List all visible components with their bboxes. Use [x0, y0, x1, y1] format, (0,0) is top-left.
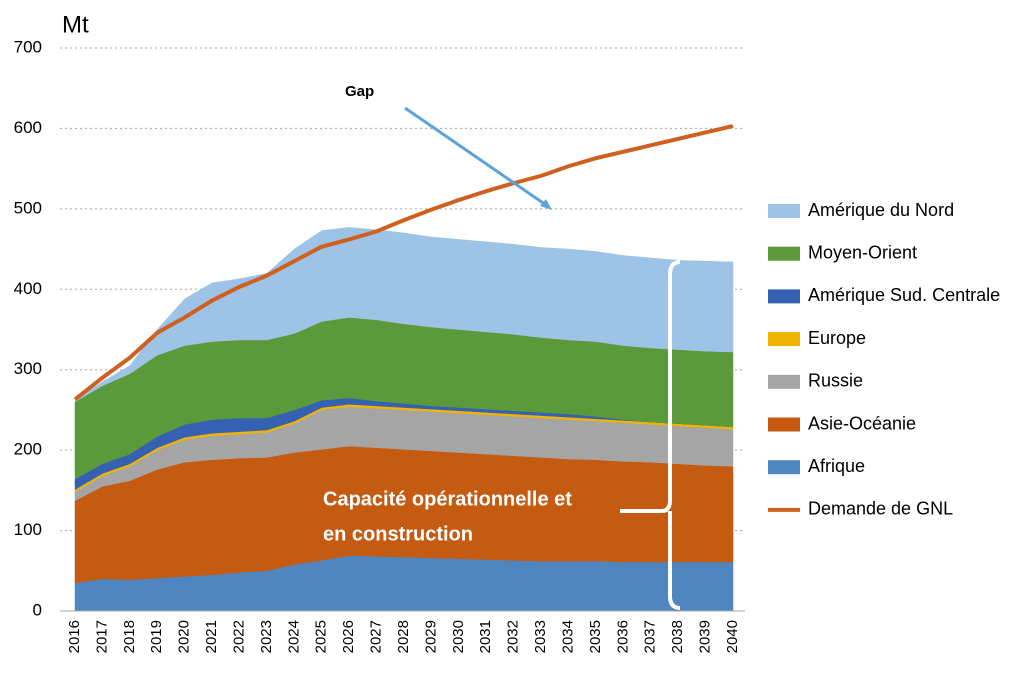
legend-swatch	[768, 374, 800, 389]
y-axis-label: Mt	[62, 11, 89, 38]
legend-label: Demande de GNL	[808, 499, 953, 519]
arrow	[404, 106, 547, 207]
y-tick-label: 600	[14, 118, 42, 137]
x-tick-label: 2036	[614, 620, 631, 653]
annotation: Capacité opérationnelle et	[323, 488, 572, 510]
x-tick-label: 2040	[724, 620, 741, 653]
legend-swatch	[768, 204, 800, 218]
y-tick-label: 100	[14, 520, 42, 539]
x-tick-label: 2031	[477, 620, 494, 653]
y-tick-label: 400	[14, 279, 42, 298]
x-tick-label: 2027	[368, 620, 385, 653]
x-tick-label: 2029	[422, 620, 439, 653]
x-tick-label: 2035	[587, 620, 604, 653]
legend: Amérique du Nord Moyen-Orient Amérique Sud…	[768, 200, 1000, 519]
legend-label: Amérique du Nord	[808, 200, 954, 220]
legend-label: Europe	[808, 328, 866, 348]
x-tick-label: 2017	[93, 620, 110, 653]
y-tick-label: 0	[33, 600, 42, 619]
brace	[620, 260, 681, 610]
annotation: Gap	[345, 83, 374, 100]
x-tick-label: 2018	[121, 620, 138, 653]
legend-label: Moyen-Orient	[808, 242, 917, 262]
y-tick-label: 200	[14, 440, 42, 459]
legend-swatch	[768, 460, 800, 475]
y-tick-label: 500	[14, 198, 42, 217]
x-tick-label: 2019	[148, 620, 165, 653]
x-tick-label: 2039	[697, 620, 714, 653]
legend-swatch	[768, 332, 800, 347]
legend-swatch	[768, 246, 800, 261]
x-tick-label: 2032	[505, 620, 522, 653]
line	[73, 124, 734, 402]
legend-label: Amérique Sud. Centrale	[808, 285, 1000, 305]
arrow-head	[540, 199, 552, 210]
x-tick-label: 2023	[258, 620, 275, 653]
legend-swatch	[768, 417, 800, 432]
legend-label: Asie-Océanie	[808, 413, 916, 433]
plot-area	[60, 47, 745, 612]
y-tick-label: 700	[14, 37, 42, 56]
legend-label: Afrique	[808, 456, 865, 476]
x-tick-label: 2020	[176, 620, 193, 653]
area	[74, 227, 734, 403]
x-tick-label: 2034	[559, 620, 576, 653]
x-tick-label: 2016	[66, 620, 83, 653]
y-tick-label: 300	[14, 359, 42, 378]
x-tick-label: 2037	[642, 620, 659, 653]
x-tick-label: 2025	[313, 620, 330, 653]
x-tick-label: 2022	[230, 620, 247, 653]
x-tick-label: 2026	[340, 620, 357, 653]
x-tick-label: 2028	[395, 620, 412, 653]
x-tick-label: 2030	[450, 620, 467, 653]
x-tick-label: 2038	[669, 620, 686, 653]
x-tick-label: 2024	[285, 620, 302, 653]
legend-label: Russie	[808, 371, 863, 391]
x-tick-label: 2021	[203, 620, 220, 653]
annotation: en construction	[323, 523, 473, 545]
legend-swatch	[768, 289, 800, 304]
x-tick-label: 2033	[532, 620, 549, 653]
